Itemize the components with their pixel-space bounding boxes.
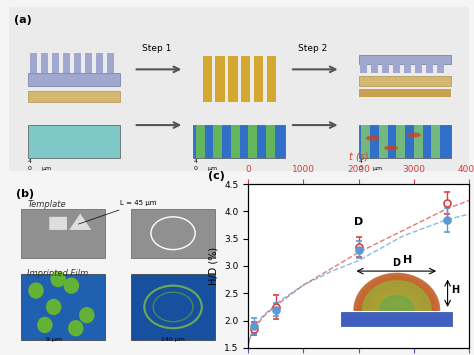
FancyBboxPatch shape: [371, 65, 378, 73]
Text: Template: Template: [27, 201, 66, 209]
FancyBboxPatch shape: [213, 125, 222, 158]
FancyBboxPatch shape: [267, 56, 276, 102]
FancyBboxPatch shape: [74, 53, 81, 73]
Circle shape: [366, 136, 380, 141]
Text: 140 μm: 140 μm: [161, 337, 185, 342]
FancyBboxPatch shape: [131, 274, 215, 340]
FancyBboxPatch shape: [431, 125, 440, 158]
FancyBboxPatch shape: [28, 91, 120, 102]
FancyBboxPatch shape: [108, 53, 114, 73]
FancyBboxPatch shape: [379, 125, 388, 158]
FancyBboxPatch shape: [20, 209, 105, 258]
FancyBboxPatch shape: [9, 7, 469, 171]
FancyBboxPatch shape: [426, 65, 433, 73]
FancyBboxPatch shape: [396, 125, 405, 158]
FancyBboxPatch shape: [30, 53, 37, 73]
Text: Step 2: Step 2: [298, 44, 328, 53]
Text: μm: μm: [373, 166, 383, 171]
FancyBboxPatch shape: [414, 125, 423, 158]
Text: 4: 4: [193, 159, 197, 164]
FancyBboxPatch shape: [63, 53, 70, 73]
FancyBboxPatch shape: [361, 125, 370, 158]
FancyBboxPatch shape: [359, 76, 451, 86]
X-axis label: t (s): t (s): [349, 152, 369, 162]
FancyBboxPatch shape: [241, 56, 250, 102]
FancyBboxPatch shape: [85, 53, 92, 73]
FancyBboxPatch shape: [228, 56, 237, 102]
Text: 0: 0: [28, 166, 32, 171]
Ellipse shape: [37, 317, 53, 333]
Text: (b): (b): [16, 189, 34, 199]
Text: 4: 4: [28, 159, 32, 164]
FancyBboxPatch shape: [415, 65, 422, 73]
Ellipse shape: [68, 320, 83, 337]
Text: H: H: [403, 255, 412, 265]
Text: μm: μm: [207, 166, 217, 171]
FancyBboxPatch shape: [248, 125, 257, 158]
FancyBboxPatch shape: [265, 125, 275, 158]
Text: (a): (a): [14, 15, 32, 25]
Text: 0: 0: [193, 166, 197, 171]
Text: 0: 0: [359, 166, 363, 171]
Circle shape: [384, 146, 398, 151]
FancyBboxPatch shape: [382, 65, 389, 73]
Ellipse shape: [28, 282, 44, 299]
FancyBboxPatch shape: [196, 125, 205, 158]
FancyBboxPatch shape: [216, 56, 225, 102]
Y-axis label: H/D (%): H/D (%): [209, 247, 219, 285]
FancyBboxPatch shape: [96, 53, 103, 73]
Text: 4: 4: [359, 159, 363, 164]
Text: L = 45 μm: L = 45 μm: [78, 200, 156, 224]
Text: D: D: [354, 217, 364, 227]
Text: 9 μm: 9 μm: [46, 337, 62, 342]
FancyBboxPatch shape: [52, 53, 59, 73]
FancyBboxPatch shape: [231, 125, 240, 158]
Polygon shape: [36, 217, 67, 246]
FancyBboxPatch shape: [41, 53, 48, 73]
FancyBboxPatch shape: [20, 274, 105, 340]
FancyBboxPatch shape: [360, 65, 367, 73]
FancyBboxPatch shape: [437, 65, 444, 73]
FancyBboxPatch shape: [393, 65, 400, 73]
Text: μm: μm: [42, 166, 52, 171]
FancyBboxPatch shape: [359, 89, 451, 97]
Circle shape: [407, 132, 421, 137]
Polygon shape: [69, 214, 91, 230]
FancyBboxPatch shape: [131, 209, 215, 258]
FancyBboxPatch shape: [28, 125, 120, 158]
Ellipse shape: [64, 278, 79, 294]
Text: Step 1: Step 1: [142, 44, 171, 53]
FancyBboxPatch shape: [404, 65, 411, 73]
FancyBboxPatch shape: [193, 125, 285, 158]
Text: Imprinted Film: Imprinted Film: [27, 269, 89, 278]
FancyBboxPatch shape: [254, 56, 263, 102]
FancyBboxPatch shape: [359, 55, 451, 65]
FancyBboxPatch shape: [359, 125, 451, 158]
Ellipse shape: [50, 271, 66, 287]
FancyBboxPatch shape: [202, 56, 212, 102]
Text: (c): (c): [209, 171, 225, 181]
Ellipse shape: [46, 299, 62, 315]
FancyBboxPatch shape: [28, 73, 120, 86]
Ellipse shape: [79, 307, 95, 323]
